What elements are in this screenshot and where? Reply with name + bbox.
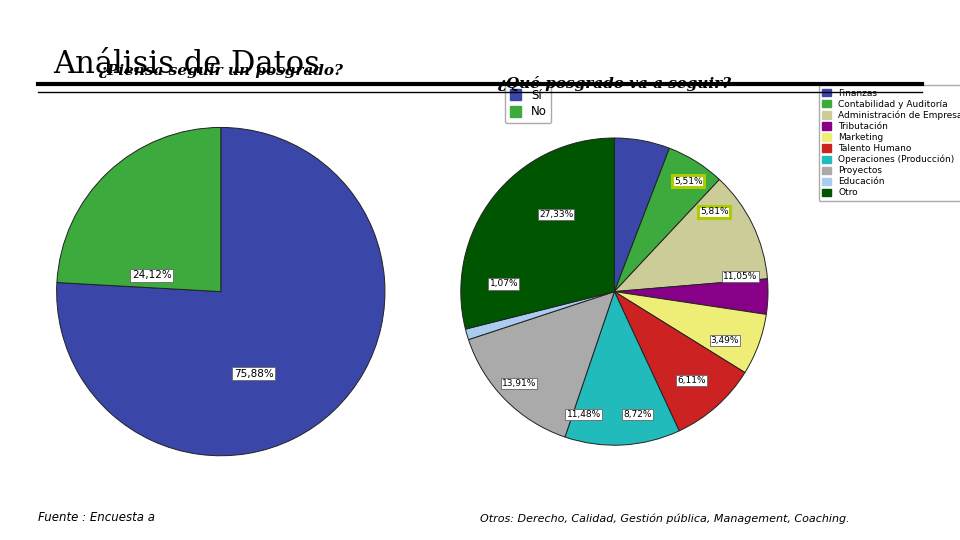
Text: 11,48%: 11,48% (566, 410, 601, 419)
Wedge shape (461, 138, 614, 329)
Text: 1,07%: 1,07% (490, 279, 518, 288)
Text: 6,11%: 6,11% (677, 376, 706, 385)
Wedge shape (614, 292, 766, 373)
Text: 5,51%: 5,51% (674, 177, 703, 186)
Wedge shape (57, 127, 221, 292)
Text: 11,05%: 11,05% (723, 272, 757, 281)
Legend: Finanzas, Contabilidad y Auditoría, Administración de Empresas, Tributación, Mar: Finanzas, Contabilidad y Auditoría, Admi… (819, 85, 960, 201)
Text: 13,91%: 13,91% (502, 379, 537, 388)
Wedge shape (468, 292, 614, 437)
Text: 24,12%: 24,12% (132, 270, 172, 280)
Wedge shape (57, 127, 385, 456)
Text: 27,33%: 27,33% (539, 210, 573, 219)
Wedge shape (564, 292, 680, 445)
Text: 8,72%: 8,72% (623, 410, 652, 419)
Text: Análisis de Datos: Análisis de Datos (53, 49, 320, 79)
Wedge shape (614, 148, 719, 292)
Wedge shape (614, 138, 669, 292)
Title: ¿Qué posgrado va a seguir?: ¿Qué posgrado va a seguir? (497, 77, 732, 91)
Wedge shape (614, 292, 745, 431)
Wedge shape (466, 292, 614, 340)
Wedge shape (614, 179, 767, 292)
Wedge shape (614, 279, 768, 314)
Text: 75,88%: 75,88% (233, 369, 274, 379)
Text: Otros: Derecho, Calidad, Gestión pública, Management, Coaching.: Otros: Derecho, Calidad, Gestión pública… (480, 514, 850, 524)
Text: 5,81%: 5,81% (700, 207, 729, 216)
Text: 3,49%: 3,49% (710, 336, 739, 345)
Text: Fuente : Encuesta a: Fuente : Encuesta a (38, 511, 156, 524)
Legend: Sí, No: Sí, No (505, 84, 551, 123)
Title: ¿Piensa seguir un posgrado?: ¿Piensa seguir un posgrado? (98, 64, 344, 78)
